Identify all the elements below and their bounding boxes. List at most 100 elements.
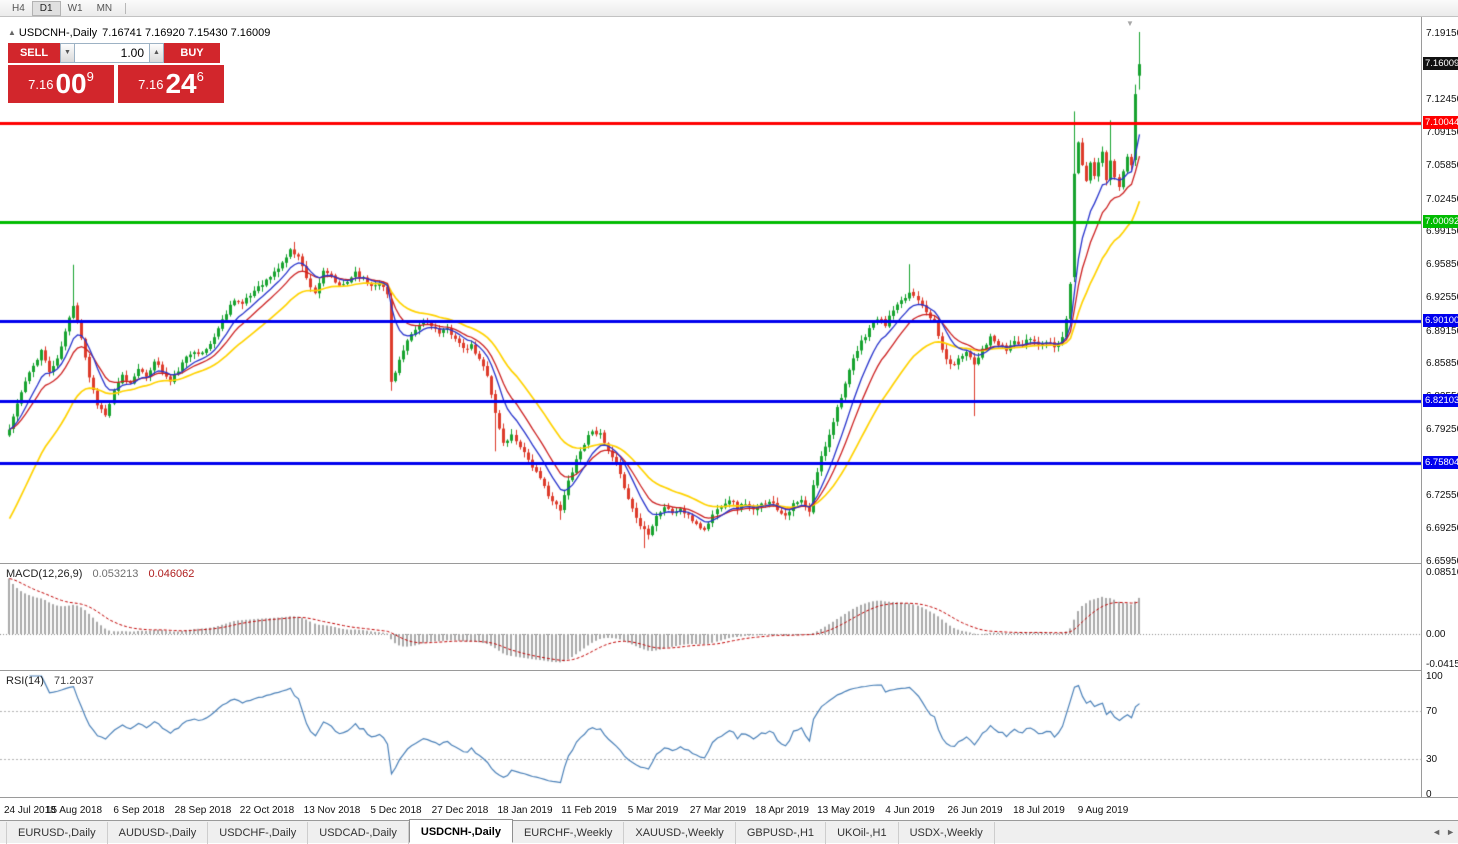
macd-indicator-label: MACD(12,26,9) 0.053213 0.046062 <box>6 568 194 580</box>
date-axis-label: 24 Jul 2018 <box>4 805 56 816</box>
chart-tab[interactable]: USDCHF-,Daily <box>208 822 309 844</box>
price-axis-label: 7.05850 <box>1426 160 1458 171</box>
lot-decrease-icon[interactable]: ▼ <box>60 43 75 63</box>
chart-tab[interactable]: USDCAD-,Daily <box>308 822 409 844</box>
price-line-badge: 6.90100 <box>1423 314 1458 327</box>
price-axis-label: 7.02450 <box>1426 193 1458 205</box>
lot-size-input[interactable]: 1.00 <box>75 43 149 63</box>
price-axis-label: 7.09150 <box>1426 127 1458 139</box>
date-axis-label: 13 May 2019 <box>817 805 875 816</box>
one-click-trading-panel: SELL ▼ 1.00 ▲ BUY 7.16 00 9 7.16 24 6 <box>8 43 224 103</box>
price-axis-label: 6.85850 <box>1426 358 1458 370</box>
price-chart-canvas[interactable] <box>0 17 1421 563</box>
tick-direction-icon: ▲ <box>8 28 16 37</box>
time-scale[interactable]: 24 Jul 2018 15 Aug 2018 6 Sep 2018 28 Sep 2… <box>0 797 1458 820</box>
buy-price-pip-digit: 6 <box>196 69 204 84</box>
price-line-badge: 7.10044 <box>1423 116 1458 129</box>
chart-tab[interactable]: XAUUSD-,Weekly <box>624 822 736 844</box>
buy-price-button[interactable]: 7.16 24 6 <box>118 65 224 103</box>
price-scale[interactable]: 7.191507.158507.124507.091507.058507.024… <box>1421 17 1458 800</box>
sell-price-main: 7.16 <box>28 76 54 92</box>
date-axis-label: 9 Aug 2019 <box>1077 805 1129 816</box>
chart-tab[interactable]: GBPUSD-,H1 <box>736 822 827 844</box>
rsi-axis-label: 30 <box>1426 753 1438 765</box>
macd-axis-label: 0.085164 <box>1426 567 1458 578</box>
chart-tab[interactable]: AUDUSD-,Daily <box>108 822 209 844</box>
date-axis-label: 5 Mar 2019 <box>627 805 679 816</box>
rsi-axis-label: 0 <box>1426 789 1432 800</box>
price-axis-label: 7.12450 <box>1426 94 1458 106</box>
date-axis-label: 22 Oct 2018 <box>239 805 295 816</box>
price-line-badge: 7.00092 <box>1423 215 1458 228</box>
price-axis-label: 6.92550 <box>1426 292 1458 303</box>
price-line-badge: 6.75804 <box>1423 456 1458 469</box>
date-axis-label: 27 Dec 2018 <box>431 805 489 816</box>
chart-tab[interactable]: USDCNH-,Daily <box>408 819 513 843</box>
tab-scroll-right-icon[interactable]: ► <box>1446 827 1455 837</box>
chart-tab[interactable]: EURCHF-,Weekly <box>513 822 625 844</box>
chart-title: ▲ USDCNH-,Daily 7.16741 7.16920 7.15430 7.… <box>8 27 270 39</box>
panel-separator[interactable] <box>0 563 1458 564</box>
date-axis-label: 15 Aug 2018 <box>45 805 103 816</box>
chart-tab[interactable]: EURUSD-,Daily <box>6 822 108 844</box>
date-axis-label: 28 Sep 2018 <box>174 805 232 816</box>
tab-scroll-left-icon[interactable]: ◄ <box>1432 827 1442 837</box>
price-axis-label: 6.69250 <box>1426 523 1458 535</box>
chart-tabs: EURUSD-,Daily AUDUSD-,Daily USDCHF-,Daily U… <box>0 819 1458 844</box>
macd-signal-value: 0.046062 <box>148 568 195 580</box>
date-axis-label: 4 Jun 2019 <box>885 805 935 816</box>
timeframe-toolbar: H4 D1 W1 MN <box>0 0 1458 17</box>
macd-axis-label: -0.041593 <box>1426 659 1458 671</box>
macd-axis-label: 0.00 <box>1426 629 1446 640</box>
chart-tab[interactable]: UKOil-,H1 <box>826 822 899 844</box>
rsi-axis-label: 100 <box>1426 671 1443 682</box>
price-axis-label: 7.19150 <box>1426 28 1458 39</box>
rsi-value: 71.2037 <box>53 675 94 687</box>
timeframe-button-d1[interactable]: D1 <box>31 0 61 16</box>
date-axis-label: 27 Mar 2019 <box>689 805 747 816</box>
rsi-axis-label: 70 <box>1426 706 1438 718</box>
price-axis-label: 6.99150 <box>1426 226 1458 238</box>
timeframe-button-h4[interactable]: H4 <box>12 2 25 14</box>
chart-symbol-period: USDCNH-,Daily <box>18 27 98 39</box>
toolbar-divider <box>125 2 127 14</box>
rsi-indicator-canvas[interactable] <box>0 671 1421 797</box>
last-price-badge: 7.16009 <box>1423 57 1458 70</box>
date-axis-label: 6 Sep 2018 <box>113 805 165 816</box>
price-axis-label: 6.89150 <box>1426 325 1458 337</box>
date-axis-label: 18 Apr 2019 <box>755 805 809 816</box>
macd-indicator-canvas[interactable] <box>0 564 1421 670</box>
price-axis-label: 6.95850 <box>1426 259 1458 271</box>
buy-button[interactable]: BUY <box>164 43 220 63</box>
price-axis-label: 6.72550 <box>1426 490 1458 502</box>
panel-separator[interactable] <box>0 670 1458 671</box>
macd-main-value: 0.053213 <box>92 568 139 580</box>
buy-price-main: 7.16 <box>138 76 164 92</box>
sell-button[interactable]: SELL <box>8 43 60 63</box>
sell-price-button[interactable]: 7.16 00 9 <box>8 65 114 103</box>
chart-shift-marker-icon[interactable]: ▼ <box>1126 19 1134 28</box>
buy-price-big-digits: 24 <box>165 68 197 99</box>
date-axis-label: 18 Jul 2019 <box>1013 805 1065 816</box>
sell-price-pip-digit: 9 <box>86 69 94 84</box>
lot-increase-icon[interactable]: ▲ <box>149 43 164 63</box>
rsi-indicator-label: RSI(14) 71.2037 <box>6 675 94 687</box>
timeframe-button-mn[interactable]: MN <box>96 2 113 14</box>
date-axis-label: 26 Jun 2019 <box>947 805 1003 816</box>
tab-scroll-buttons: ◄ ► <box>1432 827 1455 837</box>
chart-area: ▲ USDCNH-,Daily 7.16741 7.16920 7.15430 7.… <box>0 17 1458 844</box>
date-axis-label: 13 Nov 2018 <box>303 805 361 816</box>
chart-tab[interactable]: USDX-,Weekly <box>899 822 995 844</box>
price-line-badge: 6.82103 <box>1423 394 1458 407</box>
date-axis-label: 5 Dec 2018 <box>370 805 422 816</box>
chart-ohlc-values: 7.16741 7.16920 7.15430 7.16009 <box>102 27 271 39</box>
price-axis-label: 6.79250 <box>1426 424 1458 435</box>
date-axis-label: 18 Jan 2019 <box>497 805 553 816</box>
macd-title: MACD(12,26,9) <box>6 568 83 580</box>
chart-tab-bar: EURUSD-,Daily AUDUSD-,Daily USDCHF-,Daily U… <box>0 819 1458 844</box>
date-axis-label: 11 Feb 2019 <box>561 805 617 816</box>
timeframe-button-w1[interactable]: W1 <box>67 2 83 14</box>
sell-price-big-digits: 00 <box>55 68 87 99</box>
